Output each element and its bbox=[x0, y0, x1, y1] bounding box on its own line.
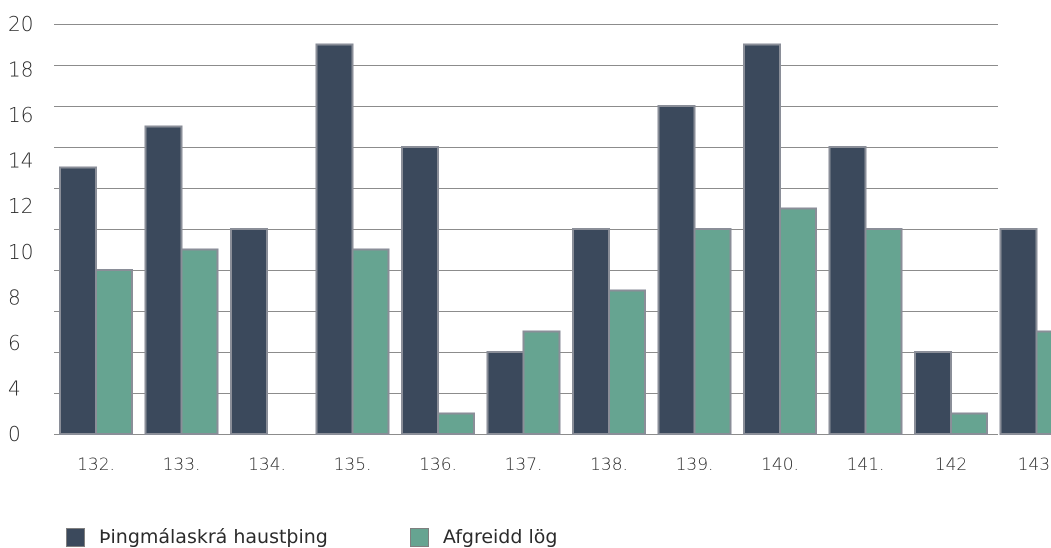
bar-series-1 bbox=[828, 146, 867, 435]
x-axis-category-labels: 132. 133. 134. 135. 136. 137. 138. 139. 140. 141.… bbox=[77, 455, 1051, 475]
bar-series-1 bbox=[315, 43, 354, 435]
y-tick-label: 20 bbox=[8, 12, 33, 36]
y-tick-label: 4 bbox=[8, 376, 21, 400]
legend-item-series-2: Afgreidd lög bbox=[409, 526, 558, 548]
bar-series-1 bbox=[401, 146, 439, 435]
bar-series-2 bbox=[437, 412, 475, 435]
bar-series-2 bbox=[779, 207, 817, 435]
legend-label-series-2: Afgreidd lög bbox=[442, 526, 558, 548]
bar-series-2 bbox=[864, 228, 903, 435]
bar-series-1 bbox=[914, 351, 952, 435]
x-category-label: 133. bbox=[163, 455, 201, 475]
y-tick-label: 0 bbox=[8, 422, 21, 446]
bar-series-2 bbox=[522, 330, 561, 435]
y-axis-tick-labels: 0 4 6 8 10 12 14 16 18 20 bbox=[8, 12, 33, 446]
y-tick-label: 6 bbox=[8, 331, 21, 355]
bar-series-1 bbox=[59, 166, 97, 435]
bar-series-2 bbox=[351, 248, 390, 435]
legend-label-series-1: Þingmálaskrá haustþing bbox=[99, 526, 328, 548]
legend-item-series-1: Þingmálaskrá haustþing bbox=[66, 526, 328, 548]
y-tick-label: 18 bbox=[8, 58, 33, 82]
bar-series-1 bbox=[743, 43, 781, 435]
y-tick-label: 12 bbox=[8, 194, 33, 218]
bar-series-1 bbox=[657, 105, 696, 435]
x-category-label: 137. bbox=[505, 455, 543, 475]
x-category-label: 132. bbox=[77, 455, 115, 475]
bar-series-1 bbox=[486, 351, 525, 435]
bar-series-1 bbox=[144, 125, 183, 435]
y-tick-label: 14 bbox=[8, 149, 33, 173]
bar-series-2 bbox=[180, 248, 219, 435]
legend-swatch-series-1 bbox=[66, 527, 85, 547]
y-tick-label: 10 bbox=[8, 240, 33, 264]
x-category-label: 141. bbox=[847, 455, 885, 475]
bar-series-2 bbox=[95, 269, 133, 435]
x-category-label: 136. bbox=[419, 455, 457, 475]
x-category-label: 143. bbox=[1018, 455, 1051, 475]
y-tick-label: 16 bbox=[8, 103, 33, 127]
bar-series-2 bbox=[693, 228, 732, 435]
x-category-label: 138. bbox=[590, 455, 628, 475]
bar-series-1 bbox=[999, 228, 1038, 435]
x-category-label: 139. bbox=[676, 455, 714, 475]
bar-series-2 bbox=[608, 289, 646, 435]
x-category-label: 140. bbox=[761, 455, 799, 475]
y-tick-label: 8 bbox=[8, 285, 21, 309]
bar-series-1 bbox=[230, 228, 268, 435]
bars bbox=[59, 43, 1051, 435]
legend-swatch-series-2 bbox=[409, 527, 429, 547]
legend: Þingmálaskrá haustþing Afgreidd lög bbox=[66, 526, 557, 548]
bar-series-2 bbox=[1035, 330, 1051, 435]
bar-series-1 bbox=[572, 228, 610, 435]
bar-series-2 bbox=[950, 412, 988, 435]
x-category-label: 134. bbox=[248, 455, 286, 475]
x-category-label: 135. bbox=[334, 455, 372, 475]
x-category-label: 142 bbox=[935, 455, 967, 475]
